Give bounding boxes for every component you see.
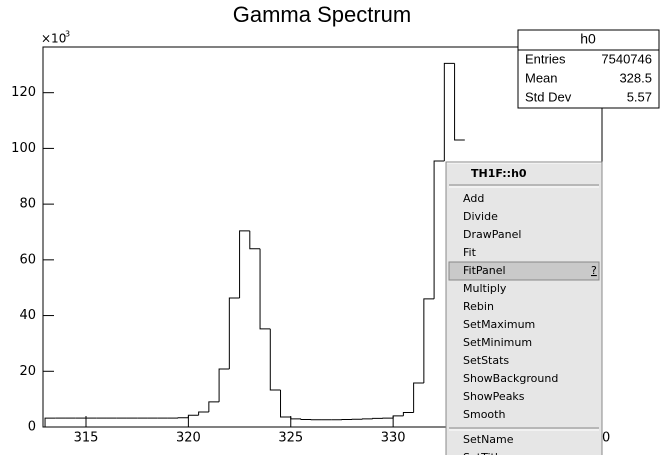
chart-title: Gamma Spectrum: [233, 2, 412, 27]
y-multiplier-exponent: 3: [65, 30, 70, 39]
y-tick-label: 80: [19, 197, 36, 212]
stats-box: h0 Entries 7540746 Mean 328.5 Std Dev 5.57: [517, 29, 660, 109]
x-tick-label: 320: [176, 431, 201, 446]
menu-item[interactable]: SetName: [463, 433, 514, 446]
menu-hint: ?: [591, 264, 597, 277]
menu-title: TH1F::h0: [471, 167, 527, 180]
histogram-bin: [413, 382, 424, 413]
histogram-bin: [198, 411, 209, 416]
stats-label: Entries: [525, 51, 566, 66]
y-tick-label: 0: [28, 420, 36, 435]
menu-item[interactable]: Divide: [463, 210, 498, 223]
stats-value: 7540746: [601, 51, 652, 66]
histogram-bin: [433, 160, 445, 299]
histogram-bin: [228, 297, 240, 370]
histogram-bin: [249, 230, 261, 250]
menu-item[interactable]: FitPanel: [463, 264, 506, 277]
y-tick-label: 60: [19, 252, 36, 267]
histogram-bin: [402, 412, 414, 416]
histogram-bin: [208, 401, 220, 412]
menu-item[interactable]: Multiply: [463, 282, 507, 295]
histogram-bin: [187, 414, 199, 418]
stats-label: Std Dev: [525, 89, 572, 104]
histogram-bin: [239, 230, 250, 299]
menu-item[interactable]: ShowBackground: [463, 372, 558, 385]
menu-item[interactable]: Rebin: [463, 300, 494, 313]
histogram-bin: [259, 248, 271, 330]
x-tick-label: 315: [74, 431, 99, 446]
menu-item[interactable]: ShowPeaks: [463, 390, 525, 403]
x-tick-label: 325: [278, 431, 303, 446]
histogram-bin: [423, 298, 435, 383]
menu-item[interactable]: Add: [463, 192, 484, 205]
menu-item[interactable]: SetStats: [463, 354, 509, 367]
stats-value: 328.5: [619, 70, 652, 85]
y-tick-label: 120: [11, 85, 36, 100]
y-multiplier: ×10: [41, 32, 66, 46]
y-tick-label: 100: [11, 141, 36, 156]
menu-highlight: [448, 261, 600, 281]
histogram-bin: [218, 368, 230, 402]
menu-item[interactable]: Fit: [463, 246, 477, 259]
stats-title: h0: [580, 31, 596, 47]
menu-item[interactable]: SetMaximum: [463, 318, 535, 331]
stats-value: 5.57: [627, 89, 652, 104]
menu-item[interactable]: Smooth: [463, 408, 505, 421]
histogram-bin: [443, 62, 455, 161]
histogram-bin: [269, 328, 281, 391]
plot: 020406080100120315320325330335340: [11, 62, 610, 446]
menu-item[interactable]: SetTitle: [463, 451, 505, 455]
menu-item[interactable]: DrawPanel: [463, 228, 521, 241]
histogram-bin: [44, 417, 56, 427]
menu-item[interactable]: SetMinimum: [463, 336, 532, 349]
histogram-bin: [454, 63, 465, 141]
stats-label: Mean: [525, 70, 558, 85]
y-tick-label: 20: [19, 364, 36, 379]
histogram-bin: [300, 418, 312, 420]
histogram-bin: [372, 417, 383, 419]
x-tick-label: 330: [381, 431, 406, 446]
histogram-bin: [280, 389, 291, 418]
histogram-bin: [290, 416, 301, 420]
y-tick-label: 40: [19, 308, 36, 323]
histogram-bin: [392, 415, 404, 419]
